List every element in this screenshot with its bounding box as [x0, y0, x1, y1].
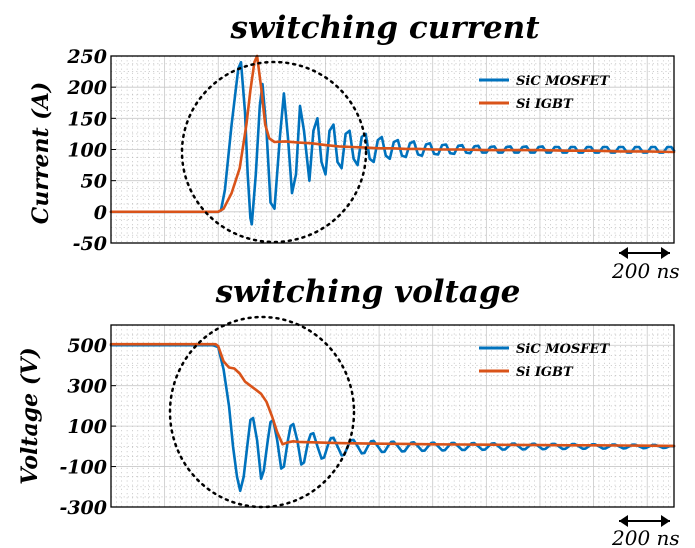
current-series-lines [109, 54, 676, 226]
current-y-tick-label: 250 [66, 46, 107, 68]
voltage-scale-label: 200 ns [611, 526, 680, 548]
voltage-scale-bar: 200 ns [611, 515, 680, 548]
current-y-tick-label: 50 [81, 171, 107, 193]
voltage-panel: switching voltage Voltage (V) 500 300 100 -… [17, 274, 680, 548]
voltage-scale-arrowhead-right [661, 515, 670, 527]
current-highlight-circle [180, 60, 368, 244]
current-scale-arrowhead-right [661, 247, 670, 259]
voltage-legend-label-igbt: Si IGBT [516, 365, 574, 380]
voltage-y-ticks: 500 300 100 -100 -300 [59, 335, 116, 519]
current-legend-label-sic: SiC MOSFET [516, 74, 610, 89]
voltage-chart-title: switching voltage [215, 274, 521, 310]
current-y-tick-label: 100 [67, 140, 107, 162]
voltage-plot-frame [110, 324, 675, 508]
voltage-series-lines [109, 342, 676, 493]
current-scale-arrowhead-left [619, 247, 628, 259]
current-legend: SiC MOSFET Si IGBT [479, 74, 610, 112]
voltage-y-tick-label: 500 [67, 335, 107, 357]
voltage-legend-label-sic: SiC MOSFET [516, 342, 610, 357]
voltage-series-line-si-igbt [109, 342, 676, 448]
current-y-tick-label: -50 [73, 233, 107, 255]
current-chart-title: switching current [229, 10, 540, 46]
current-scale-label: 200 ns [611, 259, 680, 283]
voltage-y-axis-label: Voltage (V) [17, 347, 43, 484]
current-y-tick-label: 200 [66, 77, 107, 99]
current-y-tick-label: 0 [94, 202, 107, 224]
voltage-y-tick-label: 100 [67, 416, 107, 438]
voltage-scale-arrowhead-left [619, 515, 628, 527]
current-series-line-si-igbt [109, 54, 676, 214]
current-panel: switching current Current (A) 250 200 150 1… [28, 10, 680, 283]
voltage-y-tick-label: 300 [67, 376, 107, 398]
current-y-tick-label: 150 [67, 108, 107, 130]
current-scale-bar: 200 ns [611, 247, 680, 283]
voltage-y-tick-label: -300 [59, 497, 107, 519]
current-plot-frame [110, 55, 675, 244]
voltage-legend: SiC MOSFET Si IGBT [479, 342, 610, 380]
current-y-ticks: 250 200 150 100 50 0 -50 [66, 46, 116, 255]
current-y-axis-label: Current (A) [28, 82, 54, 224]
voltage-y-tick-label: -100 [59, 457, 107, 479]
current-series-line-sic-mosfet [109, 60, 676, 226]
voltage-grid [110, 324, 675, 508]
voltage-series-line-sic-mosfet [109, 343, 676, 493]
current-legend-label-igbt: Si IGBT [516, 97, 574, 112]
